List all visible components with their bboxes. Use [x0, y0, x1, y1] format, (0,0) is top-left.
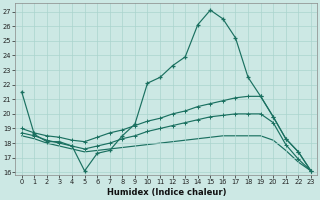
X-axis label: Humidex (Indice chaleur): Humidex (Indice chaleur)	[107, 188, 226, 197]
